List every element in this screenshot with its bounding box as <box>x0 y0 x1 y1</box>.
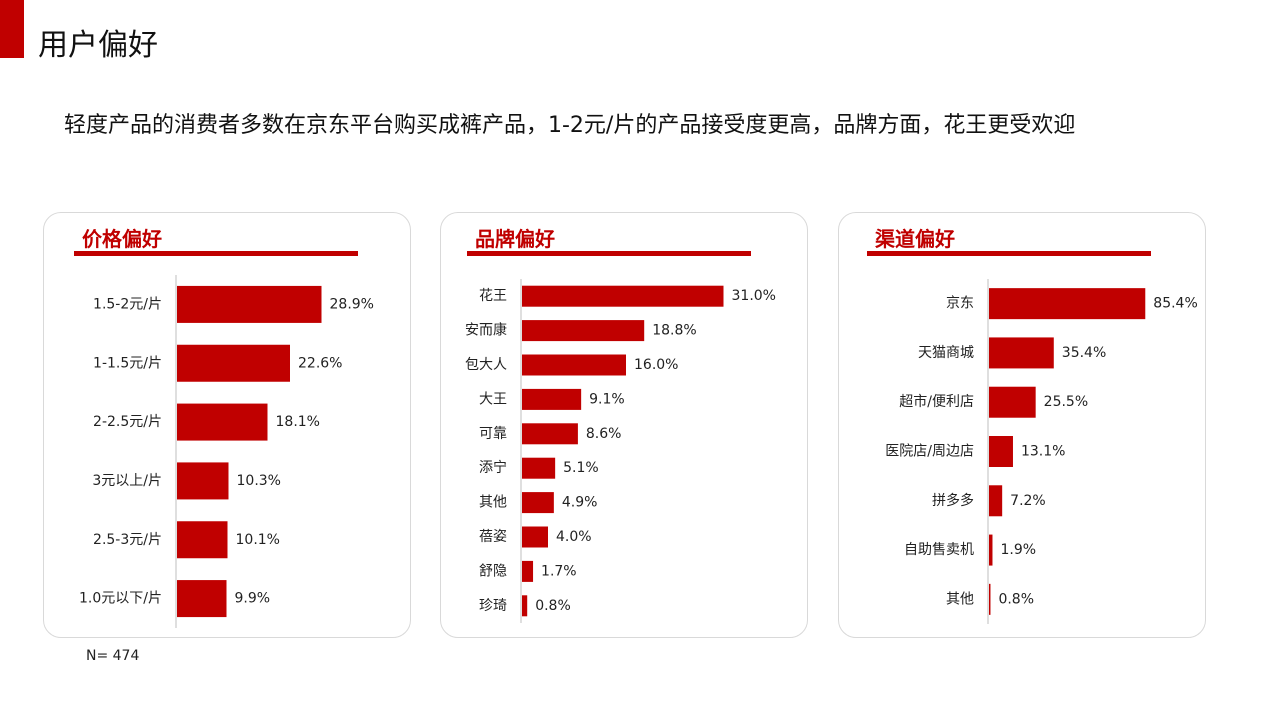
brand-bar <box>522 285 724 307</box>
headline-text: 轻度产品的消费者多数在京东平台购买成裤产品，1-2元/片的产品接受度更高，品牌方… <box>64 113 1076 138</box>
brand-category-label: 舒隐 <box>479 563 507 579</box>
brand-category-label: 其他 <box>479 495 507 511</box>
brand-category-label: 添宁 <box>479 459 507 476</box>
channel-category-label: 医院店/周边店 <box>885 444 974 460</box>
title-accent-block <box>0 0 24 58</box>
brand-bar <box>522 526 548 548</box>
channel-value-label: 7.2% <box>1010 493 1046 509</box>
brand-category-label: 可靠 <box>479 426 507 442</box>
price-preference-card: 价格偏好 1.5-2元/片 28.9% 1-1.5元/片 22.6% 2-2.5元/片 1… <box>43 212 411 638</box>
brand-preference-title-rule <box>467 251 751 256</box>
brand-bar <box>522 457 556 479</box>
price-bar <box>177 285 322 323</box>
channel-value-label: 1.9% <box>1000 542 1036 558</box>
channel-preference-card: 渠道偏好 京东 85.4% 天猫商城 35.4% 超市/便利店 25.5% 医院店/周边店 1… <box>838 212 1206 638</box>
channel-value-label: 13.1% <box>1021 444 1065 460</box>
brand-value-label: 18.8% <box>652 323 696 339</box>
price-value-label: 28.9% <box>330 296 374 312</box>
price-value-label: 9.9% <box>235 591 271 607</box>
price-preference-chart: 1.5-2元/片 28.9% 1-1.5元/片 22.6% 2-2.5元/片 18.1% 3… <box>79 275 374 628</box>
channel-preference-title: 渠道偏好 <box>875 227 955 251</box>
channel-bar <box>989 436 1013 467</box>
channel-preference-chart: 京东 85.4% 天猫商城 35.4% 超市/便利店 25.5% 医院店/周边店 13.1% 拼… <box>885 279 1198 624</box>
price-preference-title-rule <box>74 251 358 256</box>
channel-category-label: 京东 <box>946 296 974 312</box>
channel-bar <box>989 288 1146 320</box>
brand-category-label: 蓓姿 <box>479 529 507 545</box>
price-bar <box>177 344 290 382</box>
price-value-label: 22.6% <box>298 355 342 371</box>
price-category-label: 2-2.5元/片 <box>93 414 162 430</box>
brand-value-label: 9.1% <box>589 391 625 407</box>
brand-bar <box>522 492 554 514</box>
brand-category-label: 珍琦 <box>479 598 507 614</box>
brand-value-label: 1.7% <box>541 563 577 579</box>
channel-value-label: 35.4% <box>1062 345 1106 361</box>
brand-value-label: 4.9% <box>562 495 598 511</box>
brand-value-label: 5.1% <box>563 460 599 476</box>
channel-bar <box>989 386 1036 418</box>
brand-value-label: 16.0% <box>634 357 678 373</box>
brand-bar <box>522 354 626 376</box>
price-category-label: 1-1.5元/片 <box>93 355 162 371</box>
price-category-label: 1.5-2元/片 <box>93 296 162 312</box>
brand-bar <box>522 560 534 582</box>
channel-category-label: 拼多多 <box>932 492 974 509</box>
price-preference-title: 价格偏好 <box>82 227 162 251</box>
price-value-label: 10.3% <box>237 473 281 489</box>
brand-value-label: 8.6% <box>586 426 622 442</box>
brand-preference-card: 品牌偏好 花王 31.0% 安而康 18.8% 包大人 16.0% 大王 9.1% 可靠 8.6%… <box>440 212 808 638</box>
channel-bar <box>989 534 993 566</box>
price-bar <box>177 403 268 441</box>
brand-preference-chart: 花王 31.0% 安而康 18.8% 包大人 16.0% 大王 9.1% 可靠 8.6% 添宁 5.1… <box>465 279 776 623</box>
channel-bar <box>989 485 1003 517</box>
price-bar <box>177 580 227 618</box>
brand-category-label: 大王 <box>479 391 507 407</box>
channel-preference-title-rule <box>867 251 1151 256</box>
brand-category-label: 包大人 <box>465 357 507 373</box>
channel-value-label: 85.4% <box>1153 296 1197 312</box>
brand-value-label: 31.0% <box>732 288 776 304</box>
brand-bar <box>522 320 645 342</box>
page-title: 用户偏好 <box>38 28 158 63</box>
brand-preference-title: 品牌偏好 <box>475 227 555 251</box>
price-category-label: 2.5-3元/片 <box>93 532 162 548</box>
brand-bar <box>522 388 582 410</box>
price-value-label: 18.1% <box>276 414 320 430</box>
channel-bar <box>989 337 1054 369</box>
channel-value-label: 25.5% <box>1044 394 1088 410</box>
brand-value-label: 4.0% <box>556 529 592 545</box>
price-bar <box>177 521 228 559</box>
brand-category-label: 安而康 <box>465 322 507 339</box>
channel-value-label: 0.8% <box>998 591 1034 607</box>
channel-category-label: 其他 <box>946 591 974 607</box>
channel-category-label: 自助售卖机 <box>904 542 974 558</box>
brand-bar <box>522 595 528 617</box>
price-value-label: 10.1% <box>236 532 280 548</box>
price-category-label: 1.0元以下/片 <box>79 591 162 607</box>
sample-size-note: N= 474 <box>86 648 140 664</box>
brand-value-label: 0.8% <box>535 598 571 614</box>
price-category-label: 3元以上/片 <box>92 473 162 489</box>
brand-category-label: 花王 <box>479 288 507 304</box>
channel-bar <box>989 583 991 615</box>
channel-category-label: 天猫商城 <box>918 345 974 361</box>
brand-bar <box>522 423 578 445</box>
channel-category-label: 超市/便利店 <box>899 393 974 410</box>
price-bar <box>177 462 229 500</box>
